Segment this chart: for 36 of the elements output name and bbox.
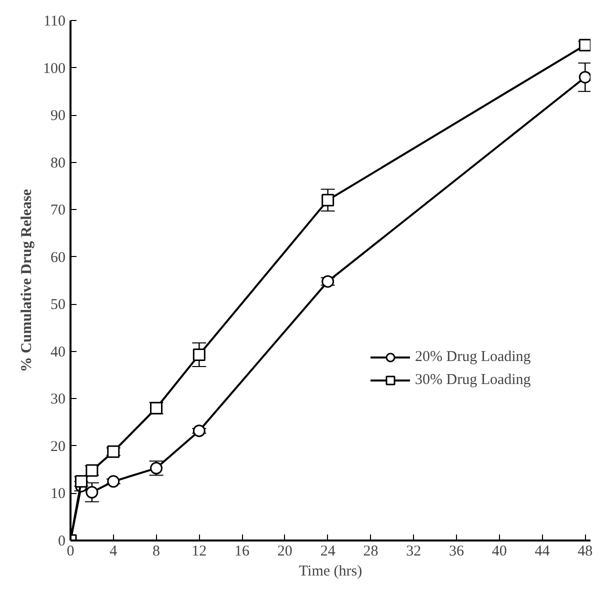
y-tick-label: 20 — [50, 438, 66, 455]
x-tick-label: 8 — [152, 544, 160, 560]
x-tick-label: 44 — [534, 544, 550, 560]
y-tick-label: 90 — [50, 108, 66, 124]
legend-label: 20% Drug Loading — [415, 348, 531, 366]
y-axis-title: % Cumulative Drug Release — [19, 188, 35, 372]
point — [322, 194, 334, 206]
point — [86, 486, 98, 499]
x-tick-label: 48 — [578, 544, 593, 560]
point — [107, 475, 120, 488]
x-tick-label: 16 — [234, 544, 250, 560]
x-axis-title: Time (hrs) — [298, 564, 362, 580]
y-tick-label: 30 — [50, 392, 66, 408]
y-tick-label: 60 — [50, 250, 66, 266]
legend-label: 30% Drug Loading — [415, 372, 531, 388]
y-tick-label: 100 — [43, 60, 66, 77]
y-tick-label: 0 — [58, 534, 66, 550]
x-tick-label: 36 — [448, 544, 464, 560]
point — [192, 424, 206, 438]
point — [192, 348, 206, 361]
x-tick-label: 40 — [492, 544, 507, 560]
point — [322, 275, 334, 288]
x-tick-label: 12 — [192, 544, 207, 560]
y-tick-label: 70 — [50, 202, 66, 219]
point — [578, 38, 590, 52]
x-tick-label: 20 — [277, 544, 292, 560]
x-tick-label: 4 — [110, 544, 118, 560]
y-tick-label: 80 — [50, 155, 66, 172]
point — [578, 70, 590, 84]
y-tick-label: 50 — [50, 297, 66, 314]
y-tick-label: 40 — [50, 344, 66, 360]
x-tick-label: 28 — [363, 544, 378, 560]
x-tick-label: 32 — [406, 544, 422, 560]
y-tick-label: 10 — [50, 486, 66, 502]
x-tick-label: 24 — [320, 544, 336, 560]
y-tick-label: 110 — [44, 14, 66, 30]
